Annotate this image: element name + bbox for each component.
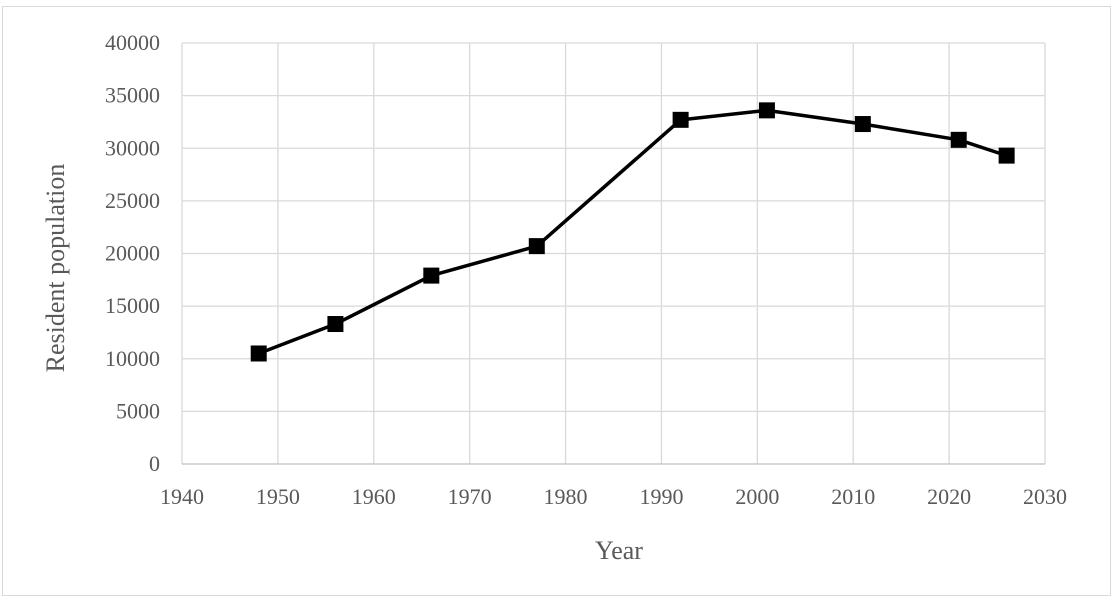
data-point-marker [672, 111, 689, 128]
y-tick-label: 20000 [105, 241, 160, 266]
data-point-marker [854, 116, 871, 133]
y-tick-label: 10000 [105, 346, 160, 371]
x-tick-label: 1970 [448, 484, 492, 509]
x-tick-label: 1950 [256, 484, 300, 509]
x-tick-label: 2030 [1023, 484, 1067, 509]
x-tick-label: 1960 [352, 484, 396, 509]
y-tick-label: 40000 [105, 30, 160, 55]
x-tick-label: 1980 [544, 484, 588, 509]
series-population [250, 102, 1015, 362]
data-point-marker [950, 131, 967, 148]
y-axis-title: Resident population [41, 164, 70, 373]
axes [181, 43, 1045, 465]
data-point-marker [250, 345, 267, 362]
data-point-marker [423, 267, 440, 284]
x-axis-title: Year [595, 536, 643, 565]
data-point-marker [327, 316, 344, 333]
x-tick-label: 1990 [639, 484, 683, 509]
data-point-marker [758, 102, 775, 119]
y-tick-label: 0 [149, 451, 160, 476]
y-tick-labels: 0 5000 10000 15000 20000 25000 30000 35000 40000 [105, 30, 160, 476]
x-tick-label: 2000 [735, 484, 779, 509]
x-tick-label: 2010 [831, 484, 875, 509]
y-tick-label: 35000 [105, 83, 160, 108]
series-line [258, 108, 1008, 356]
data-point-marker [998, 147, 1015, 164]
gridlines [182, 42, 1046, 464]
y-tick-label: 15000 [105, 293, 160, 318]
y-tick-label: 5000 [116, 398, 160, 423]
x-tick-label: 2020 [927, 484, 971, 509]
chart-frame [2, 6, 1111, 596]
x-tick-label: 1940 [160, 484, 204, 509]
x-tick-labels: 1940 1950 1960 1970 1980 1990 2000 2010 2020 2030 [160, 484, 1067, 509]
y-tick-label: 30000 [105, 135, 160, 160]
data-point-marker [528, 238, 545, 255]
y-tick-label: 25000 [105, 188, 160, 213]
